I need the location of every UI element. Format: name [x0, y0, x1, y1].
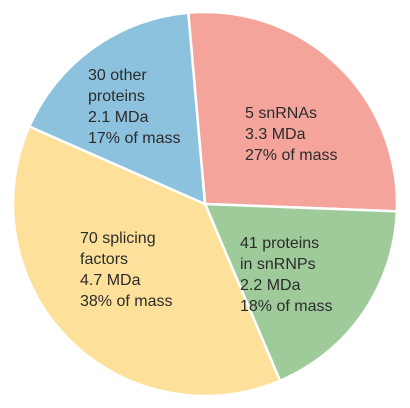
- pie-slice-label-line: 17% of mass: [88, 130, 180, 147]
- pie-slice-label-line: in snRNPs: [240, 256, 316, 273]
- pie-slice-1: [186, 10, 399, 213]
- pie-slices: [11, 10, 399, 398]
- pie-slice-label-line: 38% of mass: [80, 293, 172, 310]
- pie-slice-label-line: 4.7 MDa: [80, 272, 141, 289]
- pie-slice-label-line: 5 snRNAs: [245, 105, 317, 122]
- pie-slice-2: [203, 202, 399, 383]
- pie-slice-label-4: 30 other proteins 2.1 MDa 17% of mass: [88, 67, 180, 147]
- pie-labels: 5 snRNAs 3.3 MDa 27% of mass 41 proteins in …: [80, 67, 337, 315]
- pie-slice-label-line: 30 other: [88, 67, 147, 84]
- pie-slice-label-2: 41 proteins in snRNPs 2.2 MDa 18% of mass: [240, 235, 332, 315]
- pie-slice-label-line: 3.3 MDa: [245, 126, 306, 143]
- pie-slice-label-line: proteins: [88, 88, 145, 105]
- pie-slice-label-line: 2.1 MDa: [88, 109, 149, 126]
- pie-slice-label-line: 2.2 MDa: [240, 277, 301, 294]
- pie-slice-3: [11, 124, 282, 398]
- pie-slice-label-1: 5 snRNAs 3.3 MDa 27% of mass: [245, 105, 337, 164]
- pie-slice-label-line: factors: [80, 251, 128, 268]
- pie-slice-label-3: 70 splicing factors 4.7 MDa 38% of mass: [80, 230, 172, 310]
- pie-slice-label-line: 27% of mass: [245, 147, 337, 164]
- pie-slice-label-line: 41 proteins: [240, 235, 319, 252]
- pie-slice-4: [27, 11, 207, 206]
- pie-slice-label-line: 18% of mass: [240, 298, 332, 315]
- pie-slice-label-line: 70 splicing: [80, 230, 156, 247]
